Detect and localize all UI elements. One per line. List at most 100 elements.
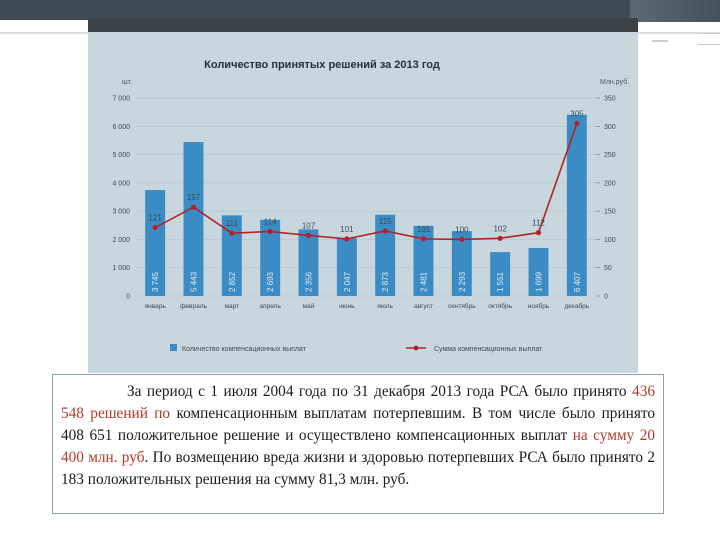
bar (298, 229, 319, 296)
chart: Количество принятых решений за 2013 год … (88, 18, 638, 373)
bar-value-label: 5 443 (190, 271, 199, 292)
caption-highlight-amount: на сумму 20 400 млн. руб (61, 427, 655, 466)
bar-value-label: 2 693 (266, 271, 275, 292)
line-point (574, 120, 580, 127)
bar-value-label: 1 551 (496, 271, 505, 292)
x-category-label: май (303, 302, 315, 310)
bar-value-label: 2 481 (420, 271, 429, 292)
bar (566, 114, 587, 296)
line-value-label: 115 (379, 217, 392, 226)
right-axis-ticks: 0 50 100 150 200 250 300 350 (596, 96, 616, 301)
bar (183, 142, 204, 296)
right-tick-label: 150 (604, 209, 616, 216)
line-point (535, 230, 542, 236)
line-point (267, 228, 273, 235)
right-tick-label: 300 (604, 124, 616, 131)
x-category-label: февраль (180, 303, 207, 310)
left-tick-label: 3 000 (112, 209, 130, 216)
bar (336, 238, 357, 296)
line-value-label: 112 (532, 219, 545, 228)
legend-bar-swatch (170, 344, 177, 351)
right-tick-label: 100 (604, 237, 616, 244)
line-value-label: 121 (148, 214, 162, 223)
left-axis-unit: шт. (122, 79, 132, 86)
accent-line-short (652, 40, 668, 42)
x-category-label: декабрь (564, 302, 589, 310)
bar-value-label: 3 745 (151, 271, 160, 292)
caption-text-box: За период с 1 июля 2004 года по 31 декаб… (52, 374, 664, 514)
left-tick-label: 5 000 (112, 152, 130, 159)
bar (451, 231, 472, 296)
left-tick-label: 1 000 (112, 265, 130, 272)
x-category-label: январь (145, 303, 167, 310)
x-category-label: ноябрь (528, 302, 550, 310)
x-axis-categories: январь февраль март апрель май июнь июль август… (145, 302, 590, 310)
left-tick-label: 4 000 (112, 180, 130, 187)
gridlines (136, 97, 596, 297)
caption-part-2: компенсационным выплатам потерпевшим. В … (61, 405, 655, 444)
sum-line (154, 123, 578, 241)
corner-marker (698, 33, 720, 45)
line-value-label: 111 (226, 219, 239, 228)
top-band (0, 0, 720, 20)
left-tick-label: 2 000 (112, 237, 130, 244)
x-category-label: март (225, 303, 240, 310)
x-category-label: июнь (339, 303, 355, 310)
line-point (382, 228, 388, 234)
right-tick-label: 250 (604, 152, 616, 159)
line-value-label: 101 (417, 225, 431, 234)
line-value-label: 157 (187, 193, 201, 202)
bar-series: 3 745 5 443 2 852 2 693 2 356 2 047 2 873 2 481… (145, 114, 587, 296)
bar (375, 214, 396, 296)
caption-highlight-decisions: 436 548 решений по (61, 383, 655, 422)
line-point (229, 230, 235, 236)
x-category-label: август (414, 303, 433, 310)
line-value-label: 305 (570, 109, 584, 118)
line-point (190, 204, 197, 210)
caption-part-1: За период с 1 июля 2004 года по 31 декаб… (127, 383, 633, 400)
x-category-label: сентябрь (448, 302, 476, 310)
chart-top-shadow (88, 18, 638, 32)
bar-value-label: 2 047 (343, 271, 352, 292)
line-point (152, 224, 158, 231)
bar (413, 225, 434, 296)
line-series: 121 157 111 114 107 101 115 101 100 102 112 305 (148, 109, 584, 243)
left-tick-label: 0 (126, 294, 130, 301)
line-point (497, 235, 503, 241)
line-value-label: 101 (340, 225, 354, 234)
right-tick-label: 350 (604, 96, 616, 103)
chart-photo: Количество принятых решений за 2013 год … (88, 18, 638, 373)
bar-value-label: 2 356 (305, 271, 314, 292)
line-value-label: 107 (302, 221, 316, 230)
bar-value-label: 2 873 (381, 271, 390, 292)
line-point (344, 236, 350, 242)
right-tick-label: 0 (604, 294, 608, 301)
line-point (305, 232, 312, 239)
line-value-label: 114 (264, 218, 277, 227)
bar (490, 252, 511, 296)
bar-value-label: 6 407 (573, 271, 582, 292)
line-value-label: 100 (455, 225, 469, 234)
x-category-label: июль (377, 303, 393, 310)
legend-line-marker (413, 345, 419, 351)
right-axis-unit: Млн.руб. (600, 78, 629, 86)
right-tick-label: 200 (604, 180, 616, 187)
x-category-label: октябрь (488, 302, 512, 310)
line-point (420, 236, 427, 242)
bar (145, 190, 166, 296)
top-band-corner (630, 0, 720, 22)
left-tick-label: 7 000 (112, 96, 130, 103)
bar (221, 215, 242, 296)
line-value-label: 102 (493, 224, 507, 233)
left-axis-ticks: 0 1 000 2 000 3 000 4 000 5 000 6 000 7 000 (112, 96, 130, 301)
line-point (459, 236, 465, 243)
bar-value-label: 2 293 (458, 271, 467, 292)
bar-value-label: 1 699 (535, 271, 544, 292)
chart-background (88, 18, 638, 373)
bar (260, 219, 281, 296)
caption-part-3: . По возмещению вреда жизни и здоровью п… (61, 449, 655, 488)
left-tick-label: 6 000 (112, 124, 130, 131)
legend-line-label: Сумма компенсационных выплат (434, 346, 543, 353)
right-tick-label: 50 (604, 265, 612, 272)
chart-title: Количество принятых решений за 2013 год (204, 59, 440, 71)
